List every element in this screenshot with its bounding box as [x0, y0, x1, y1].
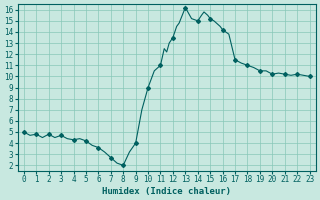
- X-axis label: Humidex (Indice chaleur): Humidex (Indice chaleur): [102, 187, 231, 196]
